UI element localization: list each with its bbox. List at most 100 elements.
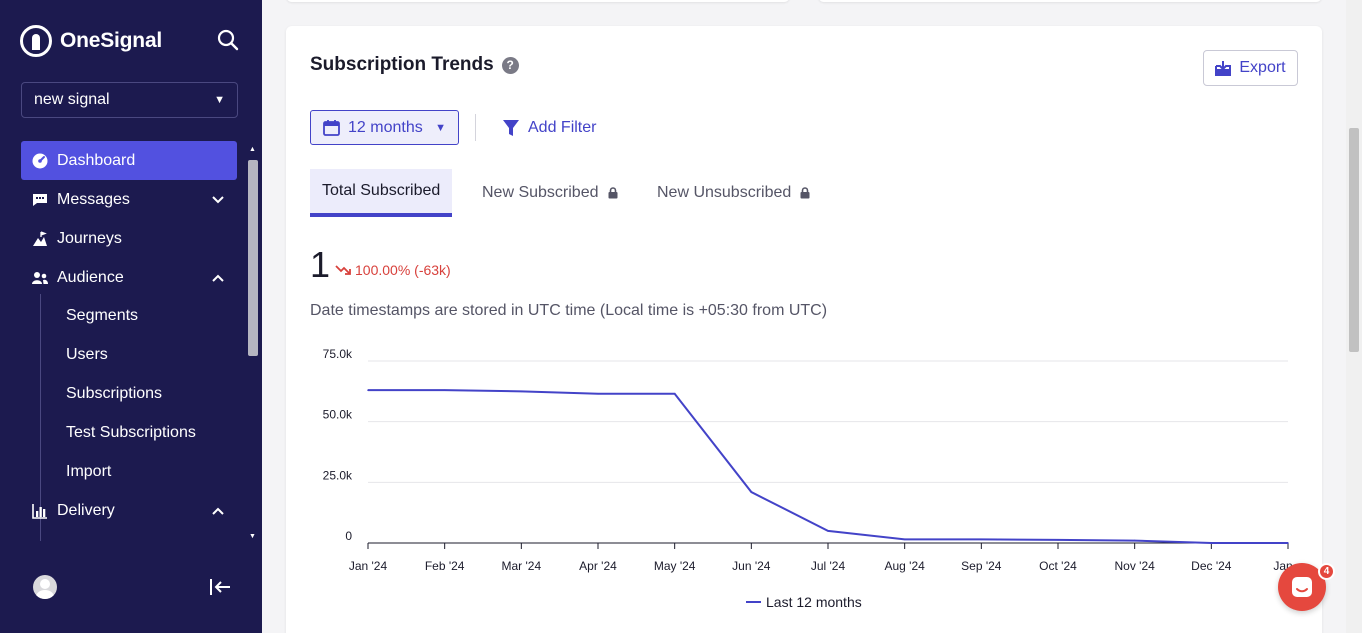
x-tick-label: Jun '24	[732, 559, 771, 573]
search-icon[interactable]	[216, 28, 242, 54]
tab-total-subscribed[interactable]: Total Subscribed	[310, 169, 453, 217]
nav-messages[interactable]: Messages	[21, 180, 237, 219]
app-selector[interactable]: new signal ▼	[21, 82, 238, 118]
chevron-down-icon	[212, 195, 224, 203]
caret-down-icon: ▼	[435, 121, 446, 134]
data-point	[597, 392, 599, 395]
total-subscribed-value: 1	[310, 244, 331, 285]
chat-icon	[1292, 577, 1312, 597]
x-tick-label: Jan '24	[349, 559, 388, 573]
date-range-dropdown[interactable]: 12 months ▼	[310, 110, 459, 145]
sidebar-scrollbar[interactable]: ▲ ▼	[246, 146, 262, 540]
y-tick-label: 0	[345, 529, 352, 543]
card-above-right	[818, 0, 1322, 2]
lock-icon	[800, 187, 810, 199]
help-icon[interactable]: ?	[501, 56, 519, 74]
subnav-users[interactable]: Users	[66, 345, 108, 363]
onesignal-logo-icon	[20, 25, 52, 57]
page-scrollbar[interactable]	[1346, 0, 1362, 633]
add-filter-button[interactable]: Add Filter	[502, 110, 596, 145]
download-icon	[1215, 61, 1232, 76]
export-button[interactable]: Export	[1203, 50, 1298, 86]
nav-journeys-label: Journeys	[57, 229, 122, 247]
collapse-sidebar-icon[interactable]	[208, 576, 232, 598]
lock-icon	[608, 187, 617, 199]
card-title: Subscription Trends ?	[310, 54, 519, 76]
data-point	[827, 530, 829, 532]
x-tick-label: Nov '24	[1115, 559, 1156, 573]
data-point	[1210, 542, 1213, 544]
subnav-subscriptions[interactable]: Subscriptions	[66, 384, 163, 402]
chat-unread-badge: 4	[1318, 563, 1335, 580]
dashboard-icon	[32, 153, 48, 169]
series-line	[368, 389, 1289, 545]
data-point	[367, 389, 369, 391]
x-tick-label: Sep '24	[961, 559, 1002, 573]
filter-icon	[503, 119, 519, 136]
legend-label: Last 12 months	[766, 594, 862, 610]
chevron-up-icon	[212, 507, 224, 515]
x-tick-label: Dec '24	[1191, 559, 1232, 573]
subnav-import[interactable]: Import	[66, 462, 112, 480]
subscription-line-chart: 0 25.0k 50.0k 75.0k Jan '24 Feb '24 Mar '24 Apr…	[323, 347, 1303, 610]
stat-change: 100.00% (-63k)	[335, 262, 451, 278]
nav-audience-label: Audience	[57, 268, 124, 286]
data-point	[673, 392, 676, 395]
chevron-up-icon	[212, 274, 224, 282]
date-range-value: 12 months	[348, 118, 423, 136]
nav-messages-label: Messages	[57, 190, 130, 208]
nav-dashboard[interactable]: Dashboard	[21, 141, 237, 180]
tab-label: New Unsubscribed	[657, 184, 792, 201]
app-selector-value: new signal	[34, 91, 110, 108]
nav-dashboard-label: Dashboard	[57, 151, 136, 169]
subnav-segments[interactable]: Segments	[66, 306, 139, 324]
calendar-icon	[323, 120, 340, 136]
timezone-note: Date timestamps are stored in UTC time (…	[310, 302, 828, 319]
nav-delivery[interactable]: Delivery	[21, 491, 237, 530]
stat-change-text: 100.00% (-63k)	[355, 262, 451, 278]
tab-new-unsubscribed[interactable]: New Unsubscribed	[657, 169, 810, 217]
sidebar-scroll-thumb[interactable]	[248, 160, 258, 356]
y-tick-label: 25.0k	[323, 468, 353, 482]
toolbar-divider	[475, 114, 476, 141]
avatar[interactable]	[33, 575, 57, 599]
logo[interactable]: OneSignal	[20, 24, 242, 58]
bar-chart-icon	[32, 503, 48, 519]
data-point	[1057, 539, 1059, 541]
nav-audience[interactable]: Audience	[21, 258, 237, 297]
sidebar: OneSignal new signal ▼ Dashboard Message…	[0, 0, 262, 633]
x-tick-label: Jul '24	[811, 559, 846, 573]
tab-new-subscribed[interactable]: New Subscribed	[482, 169, 618, 217]
users-icon	[32, 270, 48, 286]
subscription-trends-card: Subscription Trends ? Export 12 months ▼…	[286, 26, 1322, 633]
x-tick-label: Oct '24	[1039, 559, 1077, 573]
data-point	[750, 491, 753, 493]
x-tick-label: Mar '24	[502, 559, 542, 573]
tab-label: Total Subscribed	[322, 182, 441, 199]
data-point	[1287, 542, 1289, 544]
scroll-up-arrow-icon[interactable]: ▲	[249, 146, 256, 153]
x-tick-label: Aug '24	[885, 559, 926, 573]
message-icon	[32, 192, 48, 208]
y-tick-label: 50.0k	[323, 408, 353, 422]
sidebar-nav: Dashboard Messages Journeys Audience Seg…	[0, 141, 246, 541]
trend-down-icon	[335, 265, 351, 275]
data-point	[980, 538, 983, 541]
data-point	[903, 538, 906, 541]
card-title-text: Subscription Trends	[310, 54, 494, 75]
export-label: Export	[1239, 59, 1286, 76]
x-tick-label: Feb '24	[425, 559, 465, 573]
brand-name: OneSignal	[60, 29, 163, 52]
y-tick-label: 75.0k	[323, 347, 353, 361]
page-scroll-thumb[interactable]	[1349, 128, 1359, 352]
data-point	[443, 389, 446, 391]
x-tick-label: May '24	[654, 559, 696, 573]
data-point	[1133, 539, 1136, 542]
subnav-overview[interactable]: Overview	[66, 530, 133, 542]
subnav-test-subscriptions[interactable]: Test Subscriptions	[66, 423, 196, 441]
journeys-icon	[32, 230, 48, 247]
nav-journeys[interactable]: Journeys	[21, 219, 237, 258]
data-point	[520, 390, 523, 393]
add-filter-label: Add Filter	[528, 118, 597, 136]
scroll-down-arrow-icon[interactable]: ▼	[249, 533, 256, 540]
